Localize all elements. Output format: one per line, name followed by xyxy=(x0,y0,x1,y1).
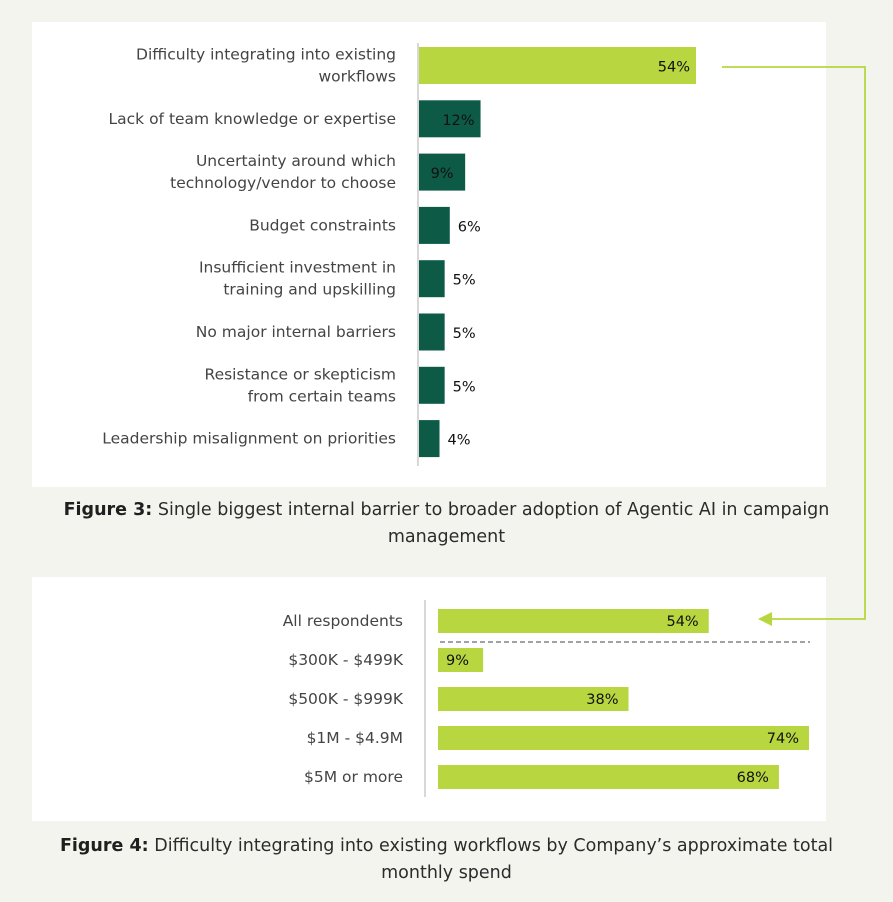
figure3-value-label-5: 5% xyxy=(453,326,476,342)
figure3-category-label-5: No major internal barriers xyxy=(196,323,396,341)
figure3-value-label-1: 12% xyxy=(442,113,474,129)
figure3-chart-panel xyxy=(32,22,826,487)
figure4-caption-text: Difficulty integrating into existing wor… xyxy=(154,836,834,883)
figure3-category-label-2-line1: technology/vendor to choose xyxy=(170,174,396,192)
figure4-bar-3 xyxy=(438,726,809,750)
figure3-bar-1 xyxy=(419,100,481,138)
figure3-category-label-2-line0: Uncertainty around which xyxy=(196,152,396,170)
figure3-value-label-4: 5% xyxy=(453,273,476,289)
figure4-category-label-1: $300K - $499K xyxy=(288,651,404,669)
figure3-bar-6 xyxy=(419,366,445,404)
figure3-bar-7 xyxy=(419,420,440,458)
figure4-category-label-3: $1M - $4.9M xyxy=(307,729,403,747)
figure4-bar-2 xyxy=(438,687,629,711)
figure3-category-label-7: Leadership misalignment on priorities xyxy=(102,430,396,448)
figure3-caption-text: Single biggest internal barrier to broad… xyxy=(157,500,830,547)
figure3-bar-5 xyxy=(419,313,445,351)
figure3-bar-4 xyxy=(419,260,445,298)
connector-arrowhead xyxy=(758,612,772,626)
figure4-value-label-3: 74% xyxy=(767,731,799,747)
figure4-caption-label: Figure 4: xyxy=(59,836,149,856)
figure3-category-label-0-line1: workflows xyxy=(318,68,396,86)
figure4-bar-1 xyxy=(438,648,484,672)
figure4-value-label-1: 9% xyxy=(446,653,469,669)
figure3-value-label-7: 4% xyxy=(448,433,471,449)
figure3-category-label-6-line1: from certain teams xyxy=(248,387,396,405)
figure4-value-label-4: 68% xyxy=(737,770,769,786)
figure3-value-label-3: 6% xyxy=(458,219,481,235)
figure3-category-label-3: Budget constraints xyxy=(249,216,396,234)
figure4-caption: Figure 4: Difficulty integrating into ex… xyxy=(40,833,853,887)
figure3-bar-0 xyxy=(419,47,696,84)
figure3-bar-3 xyxy=(419,206,450,244)
figure4-category-label-0: All respondents xyxy=(283,612,403,630)
figure4-bar-4 xyxy=(438,765,779,789)
figure3-category-label-4-line0: Insufficient investment in xyxy=(199,259,396,277)
figure3-value-label-2: 9% xyxy=(431,166,454,182)
figure4-bar-0 xyxy=(438,609,709,633)
connector-line xyxy=(722,66,866,620)
figure3-category-label-0-line0: Difficulty integrating into existing xyxy=(136,46,396,64)
figure3-caption: Figure 3: Single biggest internal barrie… xyxy=(40,497,853,551)
figure3-value-label-6: 5% xyxy=(453,379,476,395)
figure3-bar-2 xyxy=(419,153,466,191)
figure3-caption-label: Figure 3: xyxy=(63,500,153,520)
figure4-value-label-2: 38% xyxy=(586,692,618,708)
figure3-category-label-1: Lack of team knowledge or expertise xyxy=(109,110,396,128)
figure3-category-label-6-line0: Resistance or skepticism xyxy=(205,365,397,383)
figure3-value-label-0: 54% xyxy=(658,60,690,76)
figure4-value-label-0: 54% xyxy=(666,614,698,630)
figure4-category-label-4: $5M or more xyxy=(304,768,403,786)
figure4-category-label-2: $500K - $999K xyxy=(288,690,404,708)
figure3-category-label-4-line1: training and upskilling xyxy=(223,281,396,299)
